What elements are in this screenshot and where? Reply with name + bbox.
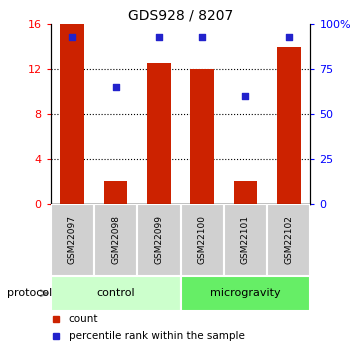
Bar [60,24,84,204]
Bar [180,276,310,310]
Point [286,34,292,39]
Text: GSM22099: GSM22099 [155,215,163,264]
Bar [267,204,310,276]
Bar [51,276,180,310]
Bar [51,204,94,276]
Bar [180,204,224,276]
Point [199,34,205,39]
Text: protocol: protocol [7,288,52,298]
Point [156,34,162,39]
Text: GSM22102: GSM22102 [284,215,293,264]
Point [243,93,248,99]
Text: microgravity: microgravity [210,288,281,298]
Text: count: count [69,314,98,324]
Bar [234,181,257,204]
Text: percentile rank within the sample: percentile rank within the sample [69,332,245,341]
Bar [277,47,301,204]
Text: GSM22100: GSM22100 [198,215,206,264]
Title: GDS928 / 8207: GDS928 / 8207 [128,9,233,23]
Bar [104,181,127,204]
Bar [224,204,267,276]
Text: control: control [96,288,135,298]
Bar [147,63,171,204]
Bar [137,204,180,276]
Bar [94,204,137,276]
Text: GSM22098: GSM22098 [111,215,120,264]
Point [69,34,75,39]
Point [113,84,118,90]
Bar [190,69,214,204]
Text: GSM22101: GSM22101 [241,215,250,264]
Text: GSM22097: GSM22097 [68,215,77,264]
